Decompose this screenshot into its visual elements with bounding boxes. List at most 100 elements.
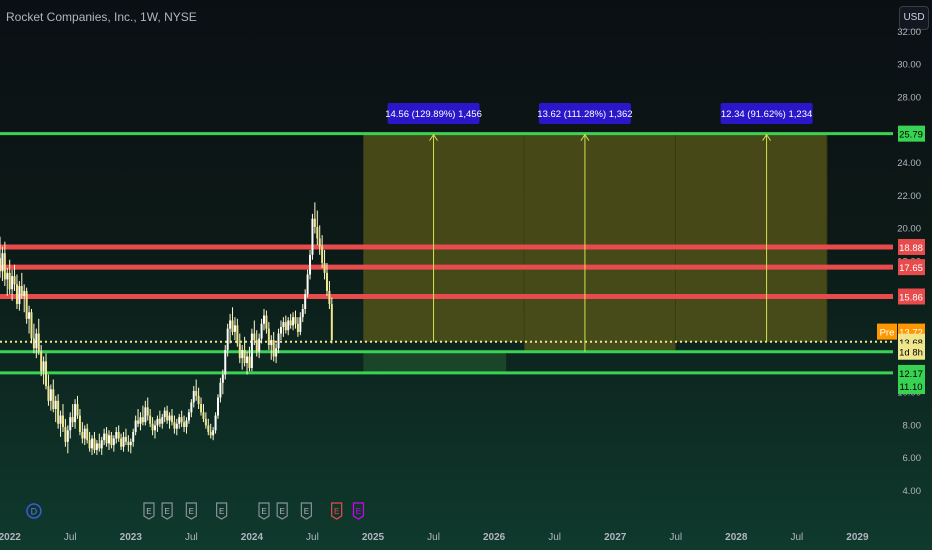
target-zones — [363, 133, 828, 373]
earnings-marker-letter: E — [219, 507, 224, 516]
candle-body — [42, 361, 45, 372]
candle-body — [74, 404, 77, 423]
price-tag-12.17: 12.17 — [899, 369, 923, 380]
candle-body — [204, 418, 207, 426]
candle-body — [330, 304, 333, 341]
price-tag-bg — [898, 238, 925, 255]
candle-body — [325, 272, 328, 291]
earnings-marker-letter: E — [279, 507, 284, 516]
candle-body — [151, 423, 154, 431]
candle-body — [311, 218, 314, 255]
candle-body — [100, 440, 103, 449]
price-tag-15.86: 15.86 — [899, 292, 923, 303]
target-zone-1 — [524, 133, 676, 352]
candle-body — [132, 431, 135, 442]
candle-body — [258, 338, 261, 352]
dividend-marker-letter: D — [31, 507, 38, 517]
currency-button[interactable]: USD — [899, 6, 929, 30]
target-label-box-0 — [387, 103, 480, 124]
target-zone-2 — [675, 133, 828, 342]
candle-body — [224, 349, 227, 375]
candle-body — [47, 386, 50, 401]
candle-body — [216, 397, 219, 416]
candle-body — [197, 395, 200, 405]
candle-body — [246, 356, 249, 364]
candle-body — [3, 253, 6, 280]
candle-body — [115, 431, 118, 439]
candle-body — [139, 417, 142, 424]
lower-zone — [363, 351, 507, 373]
candle-body — [282, 322, 285, 327]
candle-body — [137, 420, 140, 424]
candle-body — [323, 263, 326, 273]
candle-body — [263, 315, 266, 324]
candle-body — [1, 253, 4, 272]
candle-body — [183, 422, 186, 428]
price-tag-bg — [898, 364, 925, 381]
earnings-marker-letter: E — [334, 507, 339, 516]
candle-body — [88, 440, 91, 449]
candle-body — [91, 438, 94, 449]
candle-body — [289, 320, 292, 326]
candle-body — [294, 317, 297, 324]
x-tick-Jul: Jul — [548, 532, 561, 543]
x-tick-2029: 2029 — [846, 532, 869, 543]
candle-body — [255, 340, 258, 352]
candle-body — [76, 404, 79, 416]
candle-body — [238, 343, 241, 359]
target-label-box-2 — [720, 103, 813, 124]
earnings-marker-letter: E — [146, 507, 151, 516]
earnings-marker-icon — [216, 502, 228, 520]
candle-body — [69, 417, 72, 431]
candle-body — [23, 290, 26, 296]
candle-body — [301, 308, 304, 318]
x-tick-2025: 2025 — [362, 532, 385, 543]
candle-body — [83, 428, 86, 439]
candle-body — [185, 420, 188, 428]
candle-body — [25, 290, 28, 319]
candle-body — [161, 417, 164, 424]
x-tick-2027: 2027 — [604, 532, 627, 543]
candle-body — [180, 417, 183, 423]
candle-body — [158, 418, 161, 424]
target-label-2: 12.34 (91.62%) 1,234 — [721, 109, 812, 120]
x-tick-Jul: Jul — [306, 532, 319, 543]
candle-body — [124, 436, 127, 442]
earnings-marker-icon — [300, 502, 312, 520]
candle-body — [248, 356, 251, 368]
earnings-marker-letter: E — [304, 507, 309, 516]
candle-body — [52, 389, 55, 409]
candle-body — [170, 415, 173, 423]
candle-body — [250, 333, 253, 368]
candle-body — [279, 327, 282, 334]
candle-body — [129, 441, 132, 446]
price-tag-bg — [898, 259, 925, 276]
target-arrows — [429, 133, 772, 352]
x-tick-2026: 2026 — [483, 532, 506, 543]
candle-body — [122, 436, 125, 447]
candle-body — [28, 312, 31, 319]
earnings-marker-icon — [352, 502, 365, 520]
y-tick-6.00: 6.00 — [903, 453, 922, 464]
candle-body — [304, 294, 307, 309]
candle-body — [226, 328, 229, 350]
chart-title: Rocket Companies, Inc., 1W, NYSE — [6, 10, 197, 24]
candle-body — [18, 286, 21, 305]
candle-body — [190, 402, 193, 413]
candle-body — [267, 328, 270, 346]
candle-body — [187, 412, 190, 421]
candle-body — [231, 320, 234, 332]
candle-body — [0, 258, 1, 272]
candle-body — [233, 325, 236, 332]
candle-body — [32, 338, 35, 349]
candle-body — [144, 407, 147, 423]
candle-body — [241, 349, 244, 359]
candle-body — [166, 410, 169, 421]
candle-body — [299, 317, 302, 332]
target-label-box-1 — [538, 103, 631, 124]
y-tick-28.00: 28.00 — [897, 92, 921, 103]
earnings-marker-letter: E — [356, 507, 361, 516]
candle-body — [168, 415, 171, 421]
